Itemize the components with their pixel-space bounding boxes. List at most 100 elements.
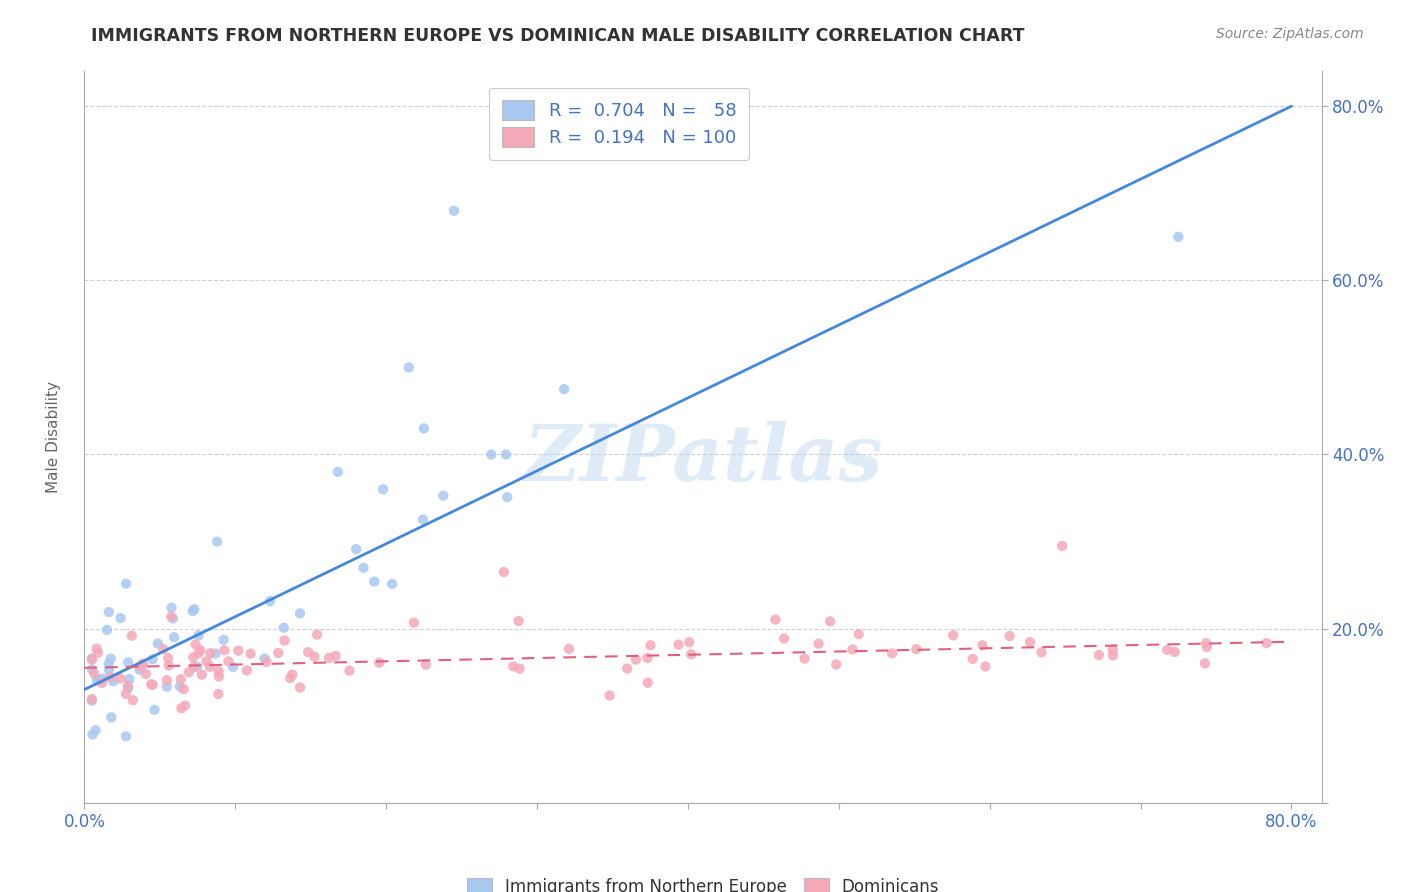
Point (1031, 645, 1053, 659)
Point (183, 602, 205, 616)
Point (170, 672, 193, 686)
Point (412, 512, 434, 526)
Point (818, 615, 841, 629)
Point (381, 577, 404, 591)
Point (110, 672, 132, 686)
Point (195, 654, 218, 668)
Point (962, 652, 984, 666)
Point (273, 621, 295, 635)
Point (129, 660, 152, 674)
Point (1167, 229, 1189, 244)
Point (495, 448, 517, 462)
Point (90, 676, 112, 690)
Point (353, 560, 375, 574)
Point (326, 465, 349, 479)
Point (86, 673, 108, 687)
Point (1102, 648, 1125, 663)
Point (492, 565, 515, 579)
Point (163, 630, 186, 644)
Point (616, 661, 638, 675)
Point (1256, 636, 1278, 650)
Point (80, 692, 103, 706)
Point (974, 659, 997, 673)
Point (96, 623, 118, 637)
Point (156, 680, 179, 694)
Point (100, 710, 122, 724)
Point (87, 646, 110, 660)
Point (363, 574, 385, 589)
Point (97, 605, 120, 619)
Point (122, 693, 145, 707)
Point (117, 656, 139, 670)
Text: ZIPatlas: ZIPatlas (523, 421, 883, 497)
Point (1164, 645, 1187, 659)
Point (80, 652, 103, 666)
Point (117, 681, 139, 695)
Point (121, 629, 143, 643)
Point (318, 651, 340, 665)
Point (905, 642, 928, 657)
Point (141, 677, 163, 691)
Point (115, 730, 138, 744)
Point (807, 637, 830, 651)
Point (253, 651, 276, 665)
Point (100, 651, 122, 665)
Point (325, 648, 347, 663)
Point (80, 693, 103, 707)
Point (101, 674, 124, 689)
Point (307, 627, 329, 641)
Point (198, 659, 221, 673)
Point (773, 632, 796, 646)
Point (191, 667, 214, 681)
Point (207, 664, 229, 678)
Point (183, 660, 205, 674)
Point (1194, 657, 1216, 671)
Point (825, 657, 848, 672)
Point (259, 594, 281, 608)
Point (288, 681, 311, 695)
Point (222, 660, 245, 674)
Point (1195, 640, 1218, 654)
Point (763, 613, 786, 627)
Point (1050, 539, 1073, 553)
Point (187, 646, 209, 660)
Point (848, 627, 870, 641)
Point (432, 489, 454, 503)
Point (98, 663, 121, 677)
Point (1156, 643, 1178, 657)
Point (173, 682, 195, 697)
Point (169, 679, 191, 693)
Point (156, 673, 179, 688)
Point (368, 656, 391, 670)
Point (297, 645, 319, 659)
Point (678, 635, 700, 649)
Point (998, 629, 1021, 643)
Point (273, 633, 295, 648)
Point (217, 654, 239, 668)
Point (117, 679, 139, 693)
Point (135, 667, 157, 681)
Text: Source: ZipAtlas.com: Source: ZipAtlas.com (1216, 27, 1364, 41)
Point (212, 632, 235, 647)
Text: Male Disability: Male Disability (46, 381, 60, 493)
Point (170, 701, 193, 715)
Point (1088, 648, 1111, 662)
Point (239, 647, 262, 661)
Point (186, 659, 208, 673)
Point (236, 664, 259, 678)
Point (83, 666, 105, 681)
Point (188, 643, 211, 657)
Point (157, 651, 180, 665)
Point (118, 672, 141, 686)
Point (371, 483, 394, 497)
Point (91, 672, 114, 686)
Point (214, 643, 236, 657)
Point (288, 607, 311, 621)
Point (187, 628, 209, 642)
Point (267, 646, 290, 660)
Point (115, 687, 138, 701)
Point (200, 646, 222, 660)
Point (84, 723, 107, 738)
Point (1195, 636, 1218, 650)
Point (415, 657, 437, 672)
